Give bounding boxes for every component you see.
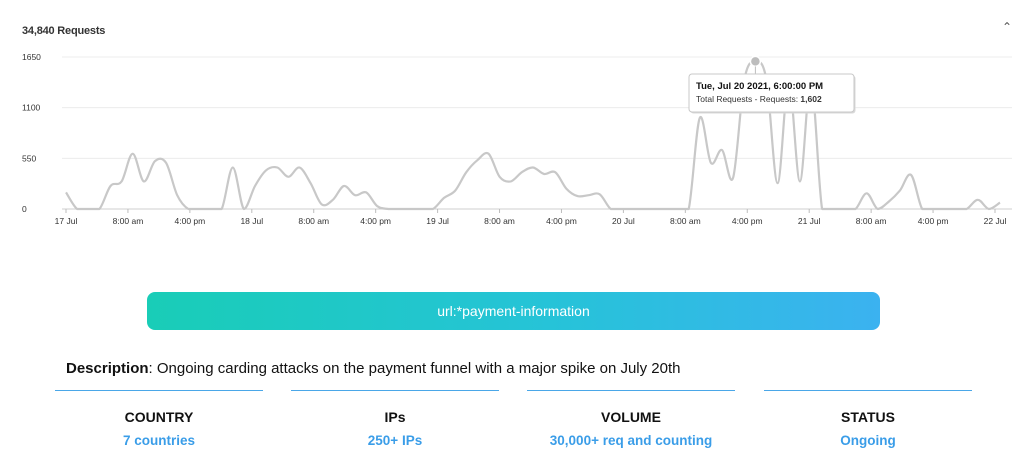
x-tick-label: 8:00 am [670,216,701,226]
x-tick-label: 8:00 am [298,216,329,226]
stat-volume-label: VOLUME [601,409,661,425]
stat-country-label: COUNTRY [124,409,194,425]
tooltip-label: Total Requests - Requests: 1,602 [696,94,822,104]
stats-row: COUNTRY 7 countries IPs 250+ IPs VOLUME … [0,390,1024,465]
stat-status-label: STATUS [841,409,895,425]
stat-volume-value: 30,000+ req and counting [549,433,713,448]
x-tick-label: 4:00 pm [732,216,763,226]
x-tick-label: 20 Jul [612,216,635,226]
x-tick-label: 4:00 pm [175,216,206,226]
x-tick-label: 8:00 am [113,216,144,226]
x-tick-label: 4:00 pm [360,216,391,226]
x-tick-label: 22 Jul [984,216,1007,226]
description-text: : Ongoing carding attacks on the payment… [148,360,681,377]
series-line [65,60,1001,211]
x-tick-label: 8:00 am [856,216,887,226]
stat-ips-label: IPs [384,409,406,425]
stat-status: STATUS Ongoing [764,390,972,448]
chevron-up-icon[interactable]: ⌃ [1001,20,1012,34]
description: Description: Ongoing carding attacks on … [66,360,681,377]
y-tick-label: 550 [22,153,36,163]
stat-ips: IPs 250+ IPs [291,390,499,448]
stat-ips-value: 250+ IPs [367,433,423,448]
x-tick-label: 17 Jul [55,216,78,226]
tooltip-box [688,73,855,113]
x-tick-label: 18 Jul [240,216,263,226]
filter-pill[interactable]: url:*payment-information [147,292,880,330]
tooltip-value: 1,602 [800,94,822,104]
tooltip-marker [749,55,762,68]
y-tick-label: 1650 [22,52,41,62]
total-requests-label: 34,840 Requests [22,25,106,37]
stat-volume: VOLUME 30,000+ req and counting [527,390,735,448]
description-label: Description [66,360,149,377]
requests-chart: 0 550 1100 1650 17 Jul 8:00 am 4:00 pm 18 Jul 8:… [22,52,1012,226]
stat-status-value: Ongoing [840,433,896,448]
x-tick-label: 21 Jul [798,216,821,226]
x-tick-label: 4:00 pm [918,216,949,226]
y-tick-label: 0 [22,204,27,214]
stat-country: COUNTRY 7 countries [55,390,263,448]
x-tick-label: 19 Jul [426,216,449,226]
x-tick-label: 4:00 pm [546,216,577,226]
tooltip-title: Tue, Jul 20 2021, 6:00:00 PM [696,81,823,92]
x-tick-label: 8:00 am [484,216,515,226]
y-tick-label: 1100 [22,103,41,113]
stat-country-value: 7 countries [122,433,196,448]
